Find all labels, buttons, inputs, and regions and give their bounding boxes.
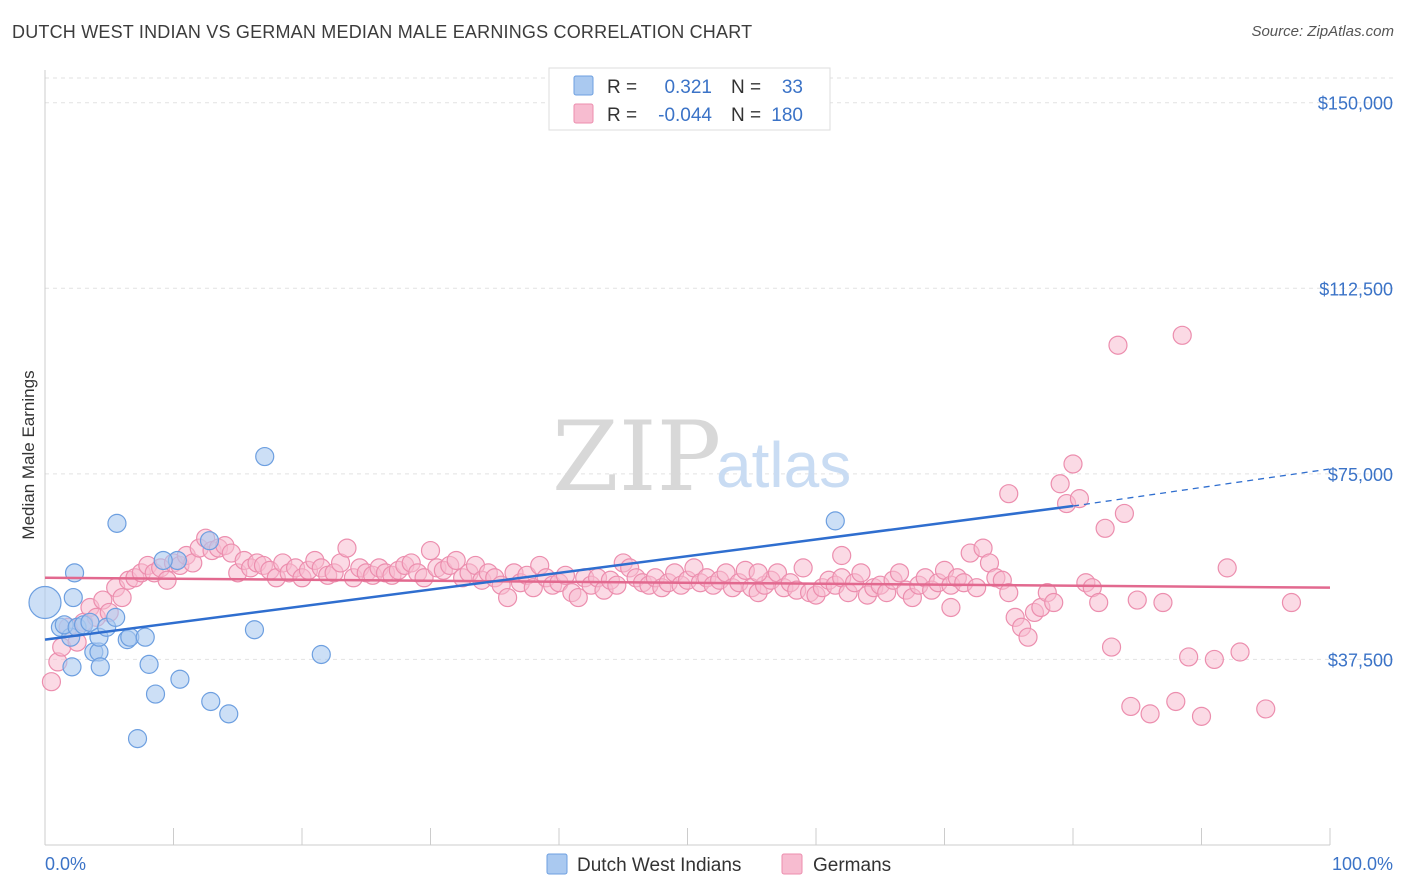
x-tick-label-max: 100.0%: [1332, 854, 1393, 874]
germans-point: [1018, 627, 1038, 647]
germans-point: [1281, 592, 1302, 613]
germans-point: [1127, 590, 1147, 610]
germans-point: [498, 587, 518, 608]
legend-swatch-blue: [573, 75, 594, 96]
dutch-west-indians-point: [153, 550, 173, 571]
germans-point: [41, 672, 62, 692]
legend-n-value-blue: 33: [782, 77, 803, 98]
dutch-west-indians-trend-line: [44, 504, 1074, 641]
germans-point: [1044, 592, 1064, 613]
legend-n-label-pink: N =: [731, 105, 761, 126]
y-tick-label: $75,000: [1328, 465, 1393, 485]
germans-point: [1166, 691, 1186, 712]
dutch-west-indians-point: [135, 627, 155, 647]
dutch-west-indians-points: [28, 446, 845, 749]
dutch-west-indians-point: [28, 585, 62, 620]
germans-point: [607, 575, 627, 595]
legend-bottom-label-blue: Dutch West Indians: [577, 855, 741, 876]
chart-title: DUTCH WEST INDIAN VS GERMAN MEDIAN MALE …: [12, 22, 753, 42]
germans-point: [523, 578, 543, 598]
germans-point: [568, 587, 588, 608]
watermark: ZIP atlas: [552, 401, 851, 513]
watermark-zip: ZIP: [552, 401, 721, 513]
germans-point: [1179, 647, 1199, 667]
germans-point: [1230, 642, 1250, 662]
germans-point: [999, 583, 1019, 603]
germans-point: [446, 550, 466, 571]
dutch-west-indians-point: [62, 657, 82, 677]
germans-point: [967, 578, 987, 598]
germans-point: [112, 587, 132, 608]
germans-points: [41, 325, 1302, 726]
dutch-west-indians-trend-extension: [1072, 468, 1331, 507]
dutch-west-indians-point: [106, 607, 126, 627]
legend-bottom-swatch-pink: [781, 853, 803, 875]
dutch-west-indians-point: [201, 691, 221, 712]
legend-top: R = 0.321 N = 33 R = -0.044 N = 180: [548, 67, 831, 131]
germans-point: [1121, 696, 1141, 717]
germans-point: [1172, 325, 1192, 345]
germans-point: [1108, 335, 1128, 355]
dutch-west-indians-point: [139, 654, 159, 674]
dutch-west-indians-point: [255, 446, 275, 467]
dutch-west-indians-point: [107, 513, 127, 533]
germans-point: [1063, 454, 1083, 474]
y-axis-label: Median Male Earnings: [19, 370, 38, 539]
legend-n-value-pink: 180: [771, 105, 803, 126]
germans-point: [1153, 592, 1173, 613]
germans-point: [832, 545, 852, 566]
germans-point: [941, 597, 961, 618]
germans-point: [999, 484, 1019, 504]
germans-point: [1050, 474, 1070, 494]
germans-point: [414, 568, 434, 588]
dutch-west-indians-point: [90, 657, 110, 677]
y-tick-label: $37,500: [1328, 650, 1393, 670]
legend-r-value-blue: 0.321: [664, 77, 712, 98]
legend-swatch-pink: [573, 103, 594, 124]
legend-r-label-blue: R =: [607, 77, 637, 98]
germans-point: [1140, 704, 1160, 724]
legend-bottom-swatch-blue: [546, 853, 568, 875]
germans-point: [793, 558, 813, 578]
dutch-west-indians-point: [145, 684, 166, 704]
watermark-atlas: atlas: [716, 429, 851, 501]
germans-point: [1217, 558, 1237, 578]
legend-bottom-label-pink: Germans: [813, 855, 891, 876]
legend-box: [548, 67, 831, 131]
germans-point: [1204, 649, 1224, 670]
germans-point: [748, 563, 768, 583]
y-tick-label: $150,000: [1318, 94, 1393, 114]
germans-trend-line: [44, 576, 1331, 589]
germans-point: [1101, 637, 1122, 657]
legend-r-value-pink: -0.044: [658, 105, 712, 126]
legend-r-label-pink: R =: [607, 105, 637, 126]
dutch-west-indians-point: [825, 511, 845, 531]
legend-bottom: Dutch West Indians Germans: [546, 853, 891, 876]
germans-point: [1191, 706, 1212, 726]
chart-source: Source: ZipAtlas.com: [1251, 23, 1394, 40]
x-tick-label-min: 0.0%: [45, 854, 86, 874]
germans-point: [337, 538, 357, 558]
germans-point: [1069, 489, 1090, 509]
dutch-west-indians-point: [244, 620, 265, 640]
trend-lines: [44, 468, 1331, 641]
germans-point: [420, 540, 441, 561]
germans-point: [851, 563, 871, 583]
germans-point: [157, 570, 177, 590]
germans-point: [1095, 518, 1115, 538]
y-tick-label: $112,500: [1319, 279, 1393, 299]
dutch-west-indians-point: [170, 669, 190, 689]
axis-layer: $37,500 $75,000 $112,500 $150,000 0.0% 100.0%: [44, 70, 1393, 874]
germans-point: [1114, 503, 1135, 524]
dutch-west-indians-point: [219, 704, 239, 724]
dutch-west-indians-point: [63, 587, 83, 608]
germans-point: [889, 563, 910, 583]
dutch-west-indians-point: [199, 531, 220, 551]
dutch-west-indians-point: [127, 729, 148, 749]
dutch-west-indians-point: [311, 644, 331, 665]
legend-n-label-blue: N =: [731, 77, 761, 98]
germans-point: [1256, 699, 1276, 719]
germans-point: [1089, 592, 1109, 613]
